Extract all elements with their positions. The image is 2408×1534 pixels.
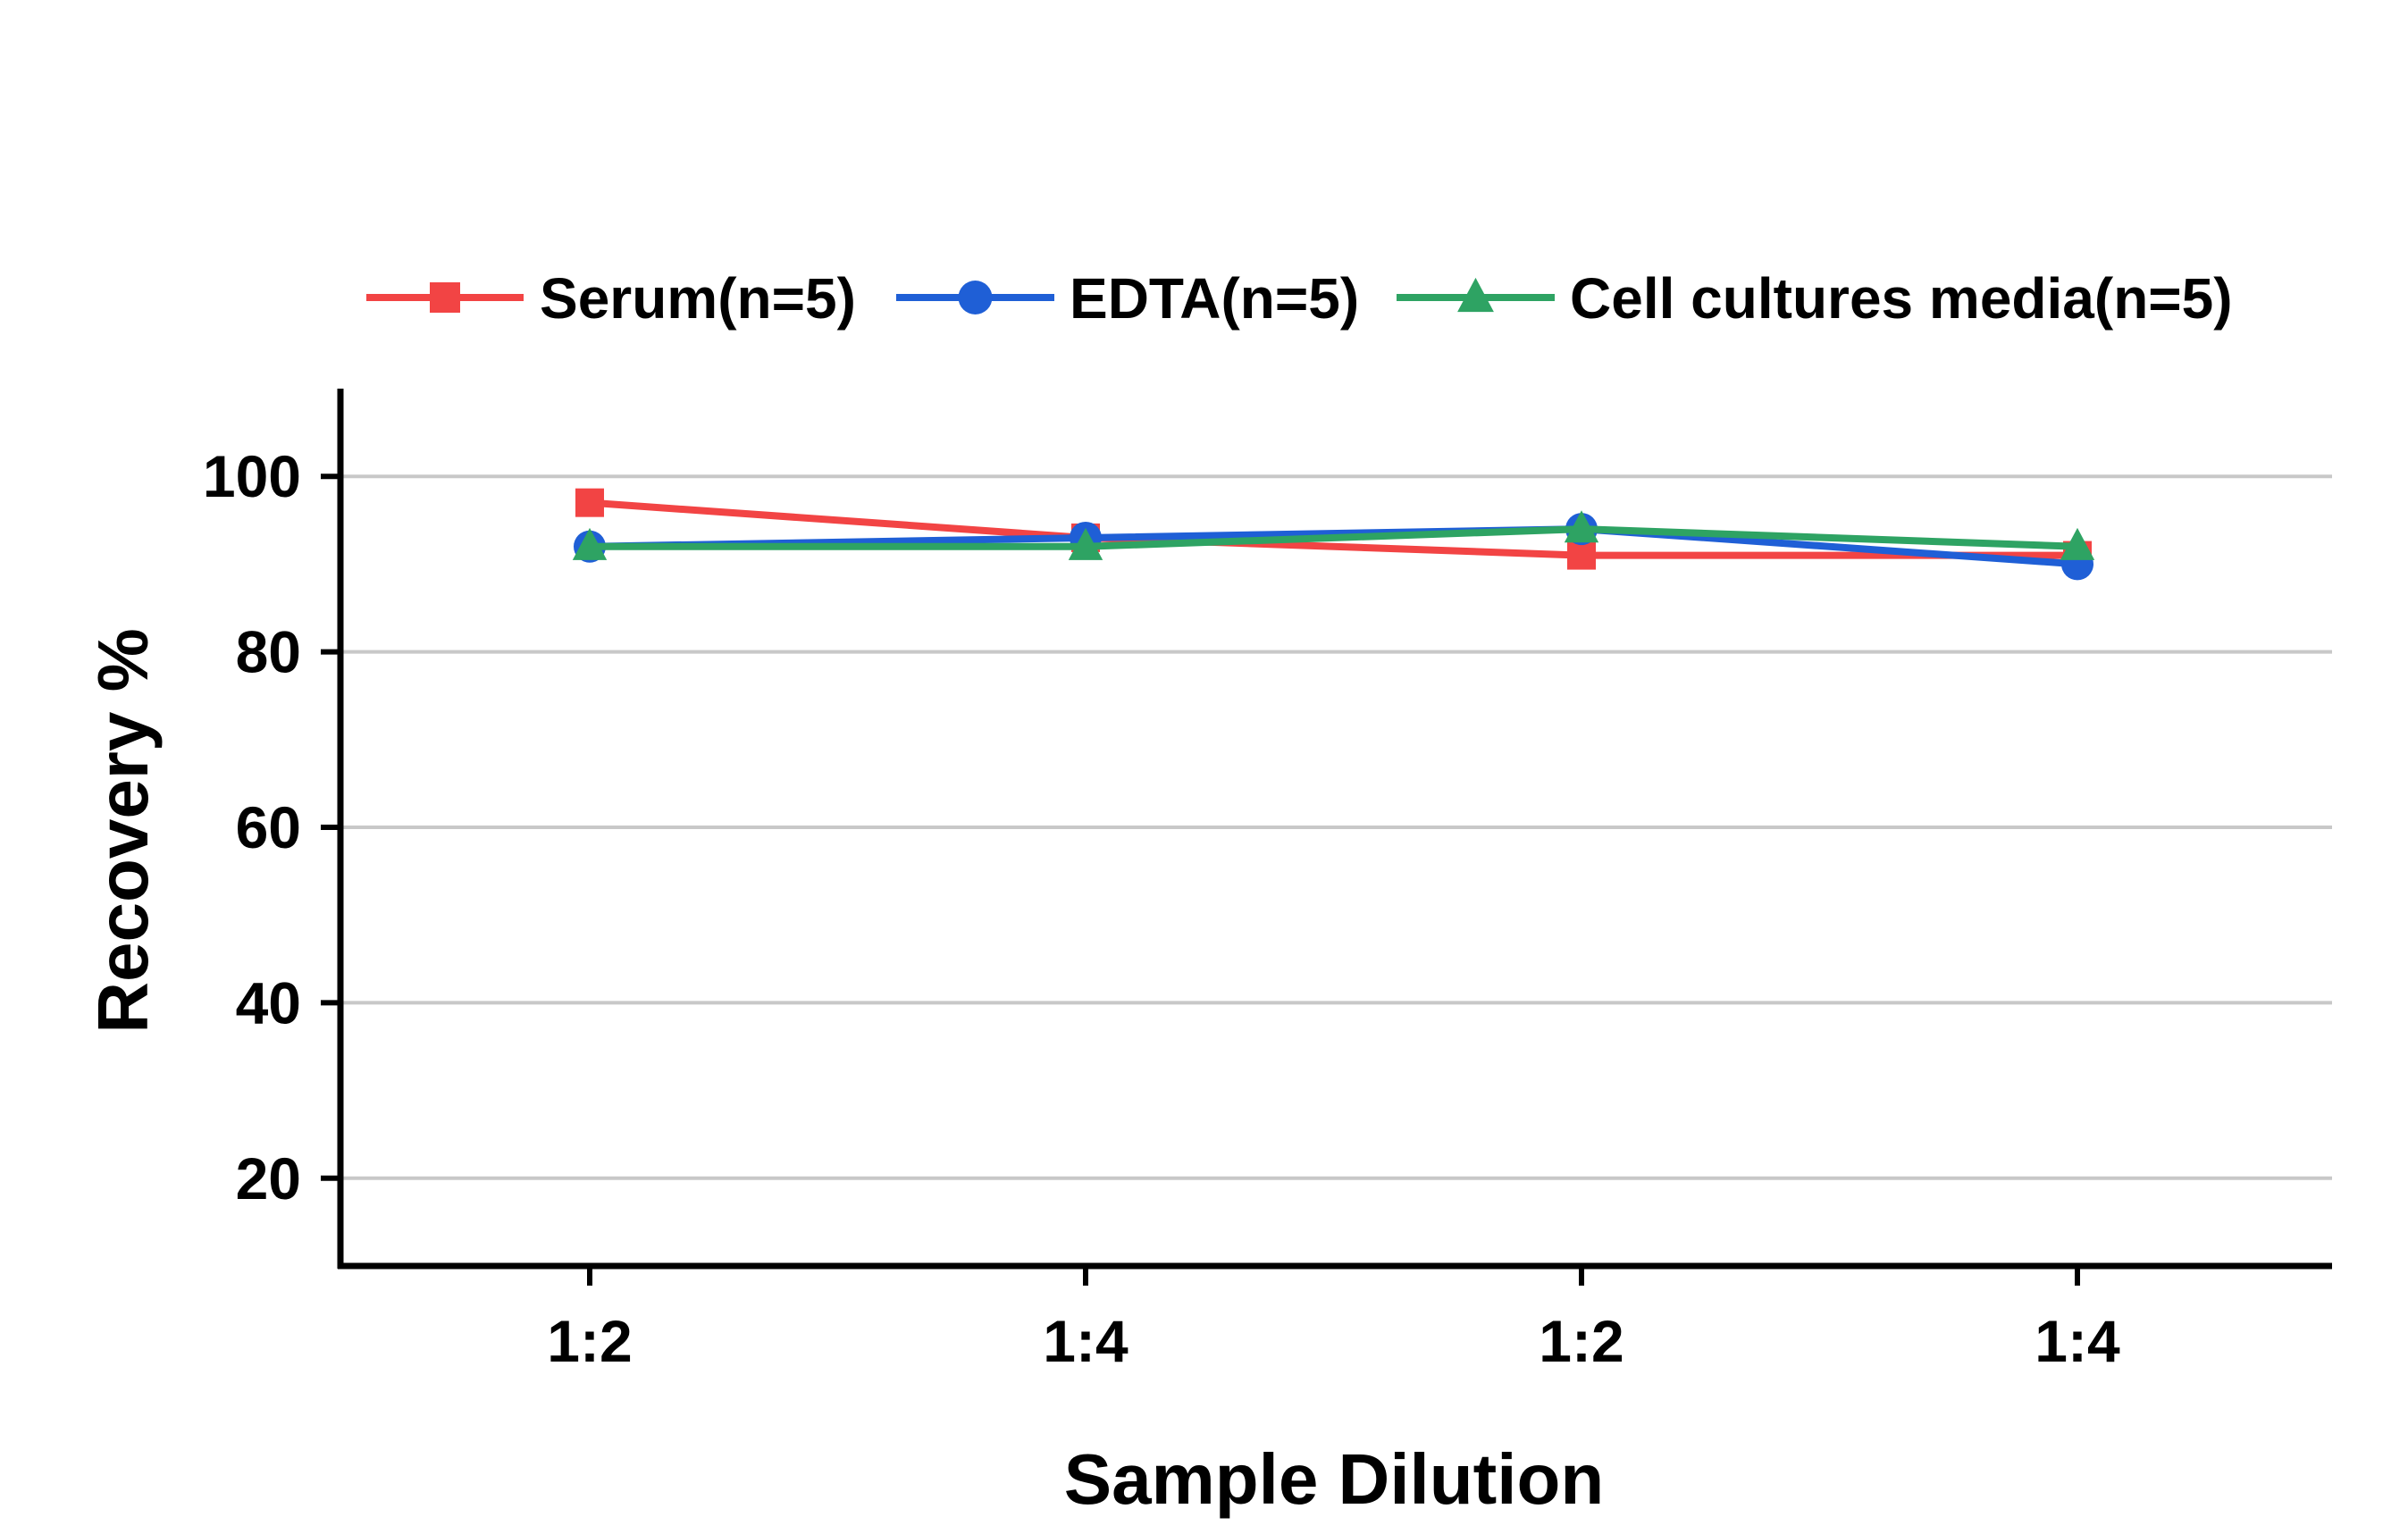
legend-label: EDTA(n=5) xyxy=(1070,266,1359,331)
x-ticks: 1:2 1:4 1:2 1:4 xyxy=(547,1266,2120,1374)
legend-label: Serum(n=5) xyxy=(540,266,856,331)
legend-item: EDTA(n=5) xyxy=(896,266,1359,331)
series-line xyxy=(589,499,2077,559)
x-tick-label: 1:2 xyxy=(1539,1308,1624,1374)
legend-marker xyxy=(1457,277,1494,313)
x-tick-label: 1:2 xyxy=(547,1308,632,1374)
data-point xyxy=(1567,541,1596,570)
x-tick-label: 1:4 xyxy=(1043,1308,1128,1374)
data-point xyxy=(575,488,604,517)
x-axis-title: Sample Dilution xyxy=(1064,1439,1605,1519)
data-point xyxy=(2060,527,2095,560)
data-point xyxy=(572,527,608,560)
series-layer xyxy=(572,488,2095,581)
legend-item: Cell cultures media(n=5) xyxy=(1397,266,2233,331)
y-tick-label: 100 xyxy=(203,443,301,509)
data-point xyxy=(1564,510,1599,543)
legend-item: Serum(n=5) xyxy=(366,266,856,331)
x-tick-label: 1:4 xyxy=(2035,1308,2120,1374)
y-ticks: 20 40 60 80 100 xyxy=(203,443,340,1211)
y-tick-label: 60 xyxy=(236,794,301,860)
legend: Serum(n=5) EDTA(n=5) Cell cultures media(n… xyxy=(366,266,2233,331)
legend-marker xyxy=(958,281,993,314)
series-line xyxy=(590,525,2078,550)
legend-label: Cell cultures media(n=5) xyxy=(1570,266,2233,331)
y-axis-title: Recovery % xyxy=(83,628,163,1034)
data-point xyxy=(1068,527,1103,560)
series-2 xyxy=(572,510,2095,560)
series-line xyxy=(589,525,2078,568)
legend-marker xyxy=(430,282,460,313)
y-tick-label: 20 xyxy=(236,1145,301,1211)
y-tick-label: 80 xyxy=(236,619,301,685)
series-0 xyxy=(575,488,2092,570)
gridlines xyxy=(340,474,2332,1180)
y-tick-label: 40 xyxy=(236,969,301,1035)
